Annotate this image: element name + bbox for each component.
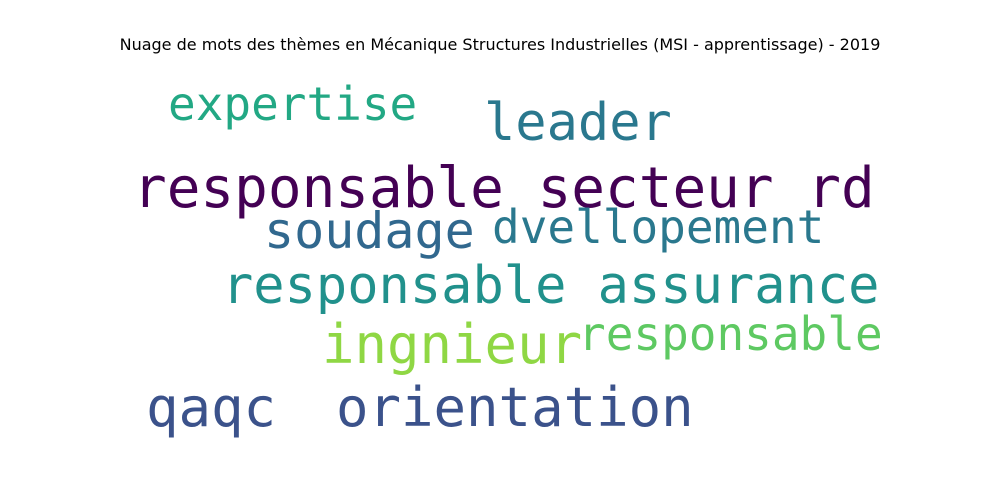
word-dvellopement: dvellopement <box>492 200 825 254</box>
word-ingnieur: ingnieur <box>322 313 583 376</box>
figure-title: Nuage de mots des thèmes en Mécanique St… <box>119 35 881 54</box>
word-expertise: expertise <box>168 77 418 131</box>
word-responsable: responsable <box>578 307 883 361</box>
word-responsable-secteur-rd: responsable secteur rd <box>133 156 875 221</box>
word-orientation: orientation <box>336 376 694 439</box>
word-leader: leader <box>484 93 672 153</box>
word-responsable-assurance: responsable assurance <box>222 256 880 316</box>
word-soudage: soudage <box>264 202 475 260</box>
word-qaqc: qaqc <box>146 376 277 439</box>
